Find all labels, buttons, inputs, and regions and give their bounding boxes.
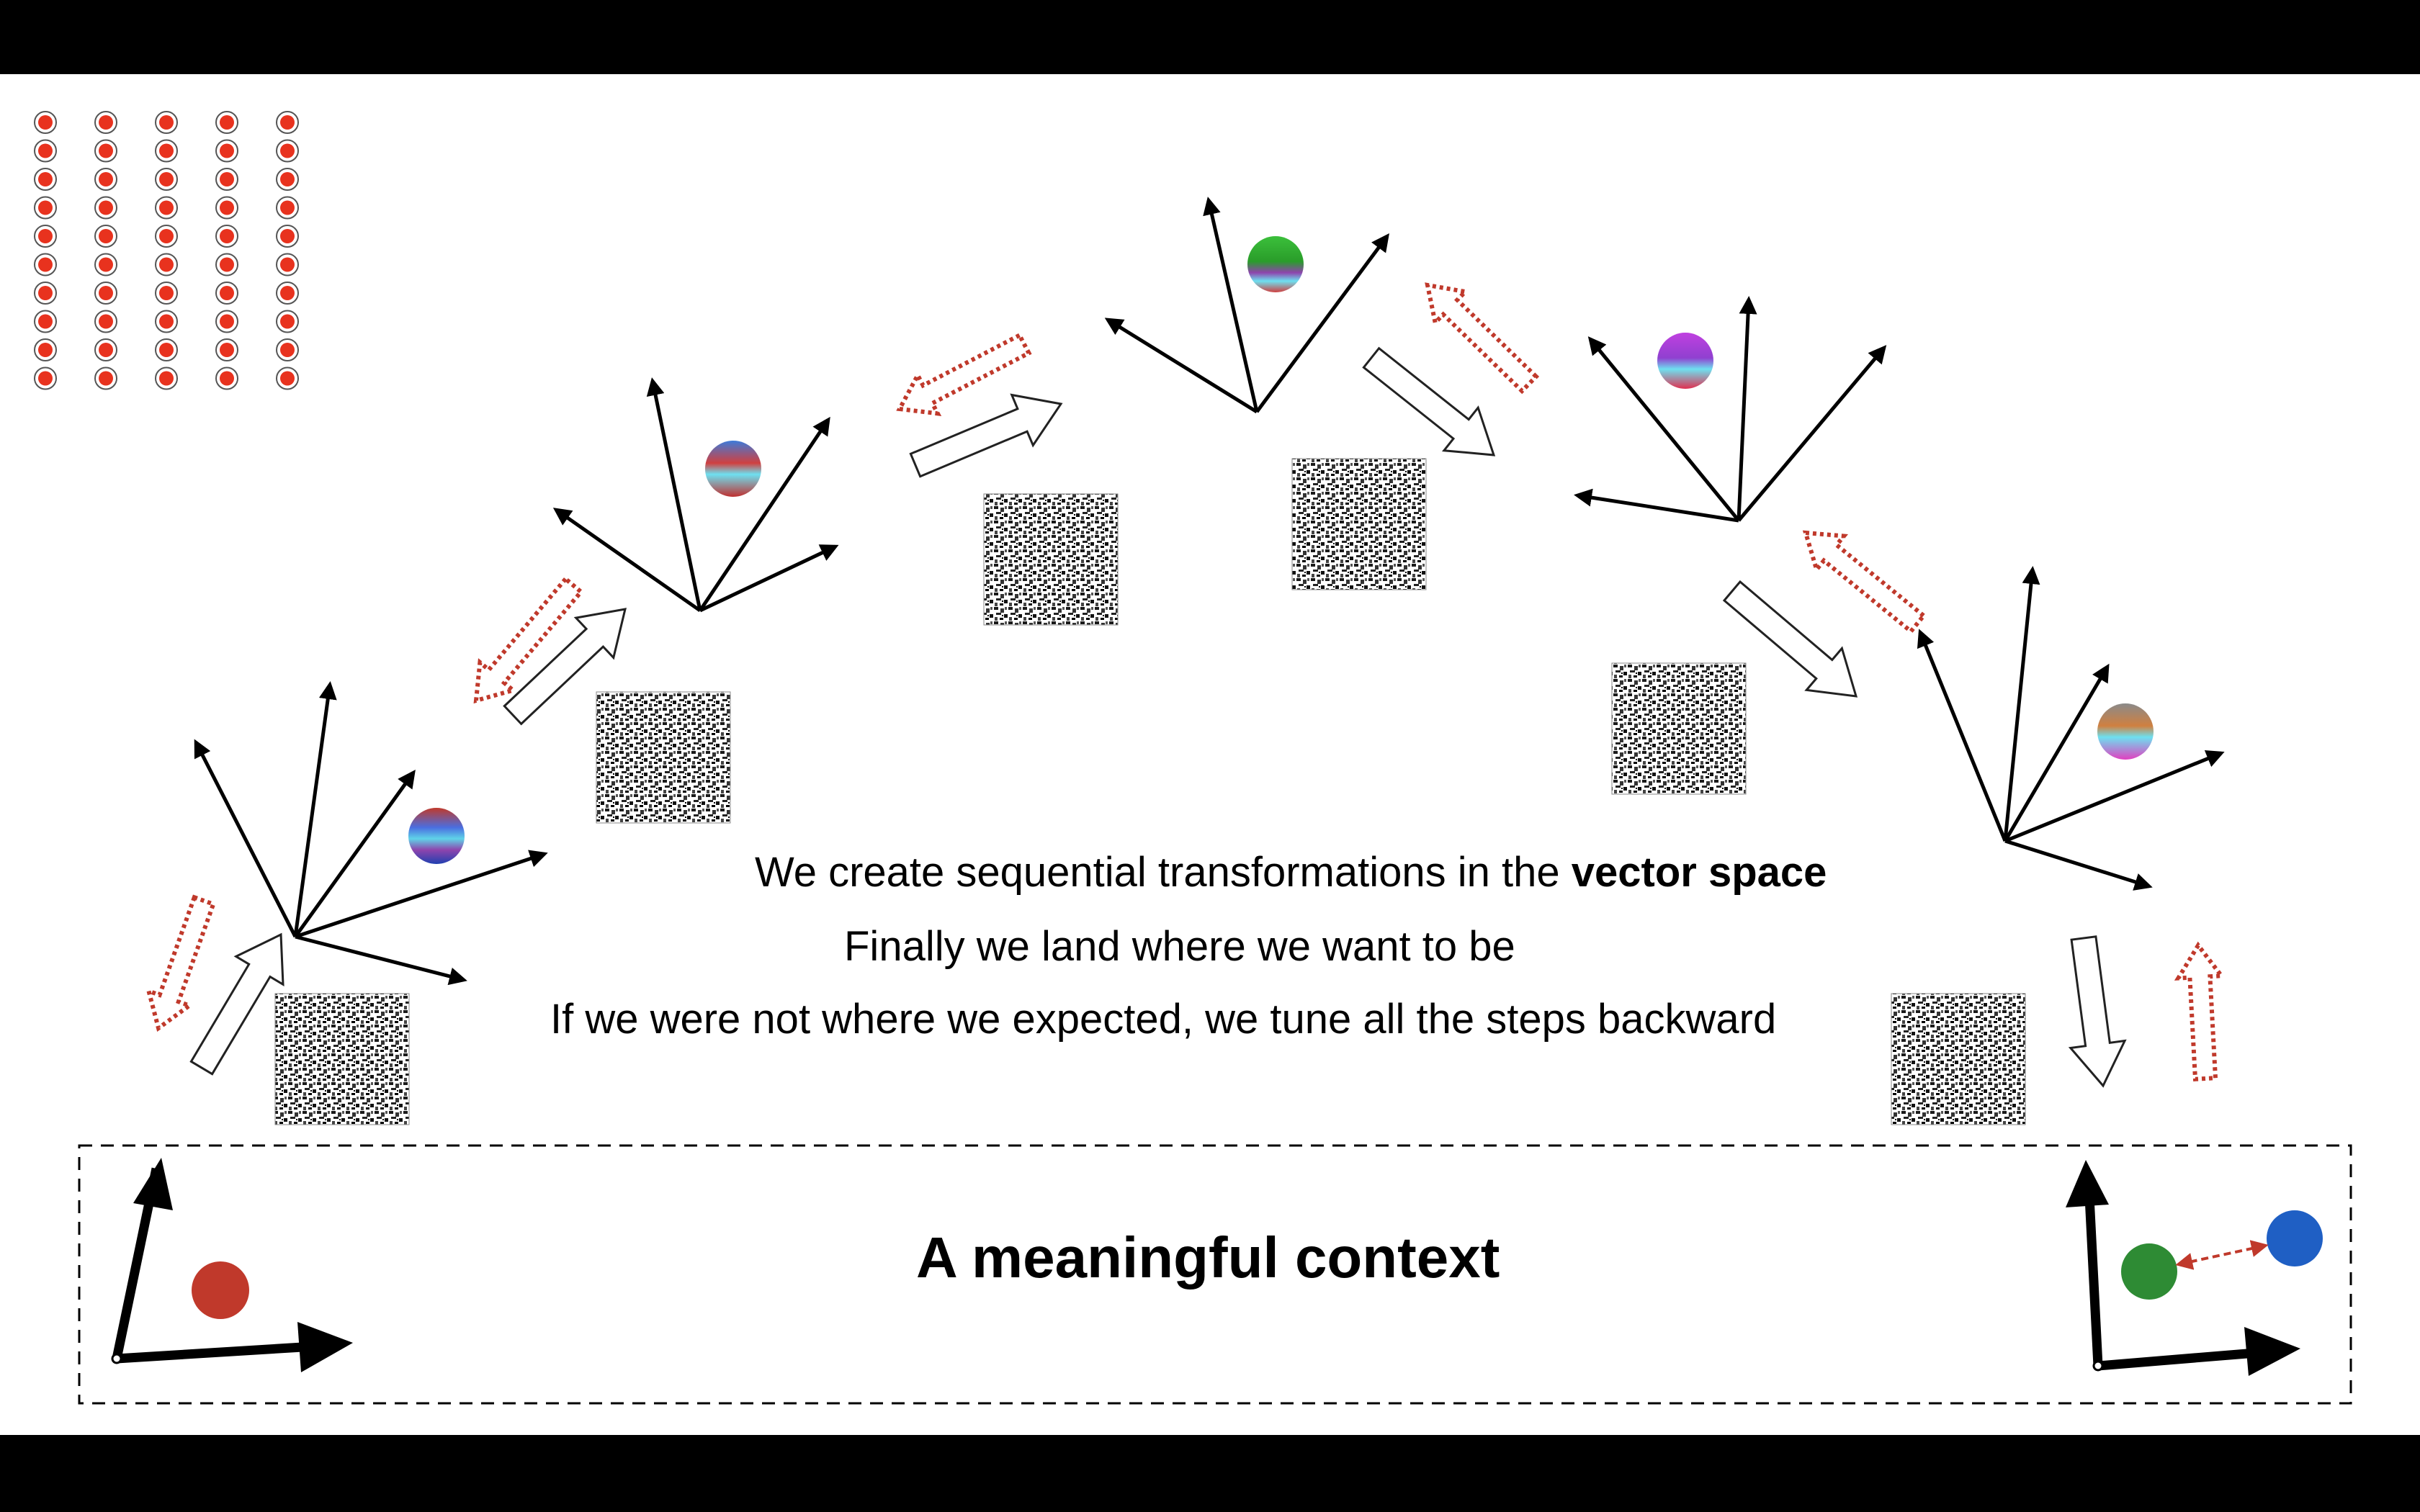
input-neuron [215,196,238,220]
input-neuron [215,366,238,390]
input-neuron [94,366,117,390]
gradient-ball-icon [2097,703,2154,760]
forward-arrow [1362,346,1496,456]
input-neuron [276,111,299,134]
input-neuron [155,225,178,248]
input-neuron [34,310,57,333]
weight-matrix-icon [1291,458,1427,590]
input-neuron [155,366,178,390]
input-neuron [94,139,117,163]
backward-arrow [473,575,584,704]
input-neuron [155,196,178,220]
input-neuron [34,196,57,220]
forward-arrow [1722,580,1858,698]
input-neuron [215,225,238,248]
gradient-ball-icon [1657,333,1713,389]
input-neuron [276,366,299,390]
vector-fan-4 [1574,296,1887,523]
input-neuron [215,338,238,361]
forward-arrow [189,932,284,1076]
distance-arrow [2175,1240,2269,1270]
input-neuron [215,139,238,163]
input-neuron [155,310,178,333]
forward-arrow [2068,935,2127,1088]
backward-arrow [145,894,217,1032]
context-axes-right [2066,1160,2300,1376]
vector-fan-3 [1104,197,1389,414]
backward-arrow [896,332,1032,416]
input-neuron [34,282,57,305]
input-neuron [155,282,178,305]
vector-fan-2 [552,377,839,613]
input-neuron [94,111,117,134]
input-neuron [276,282,299,305]
caption-line-1-bold: vector space [1571,849,1827,896]
context-green-dot [2121,1243,2177,1300]
vector-fan-1 [194,681,548,986]
caption-line-1-text: We create sequential transformations in … [755,849,1572,896]
vector-space-diagram [34,111,2352,1405]
input-neuron [34,366,57,390]
input-neuron [94,282,117,305]
backward-arrow [2174,941,2226,1081]
input-neuron [155,139,178,163]
input-neuron [34,168,57,191]
input-neuron [94,310,117,333]
context-red-dot [192,1261,249,1319]
input-neuron [215,310,238,333]
input-neuron [155,111,178,134]
input-neuron [94,253,117,276]
context-title: A meaningful context [916,1225,1500,1290]
input-neuron [34,111,57,134]
caption-line-3: If we were not where we expected, we tun… [550,996,1777,1043]
input-neuron [155,253,178,276]
caption-line-1: We create sequential transformations in … [755,848,1827,896]
weight-matrix-icon [983,493,1119,626]
input-neuron [215,282,238,305]
caption-line-2: Finally we land where we want to be [844,923,1515,970]
forward-arrow [503,608,627,726]
input-neuron [34,225,57,248]
forward-arrows [189,346,2127,1088]
forward-arrow [909,393,1063,478]
context-box [78,1144,2352,1405]
gradient-ball-icon [408,808,465,864]
slide: We create sequential transformations in … [0,74,2420,1435]
input-neuron-grid-icon [34,111,299,390]
context-axes-left [111,1158,353,1372]
input-neuron [276,168,299,191]
backward-arrow [1425,282,1540,395]
input-neuron [94,338,117,361]
gradient-ball-icon [705,441,761,497]
input-neuron [276,310,299,333]
context-blue-dot [2267,1210,2323,1266]
input-neuron [276,139,299,163]
gradient-ball-icon [1247,236,1304,292]
input-neuron [34,139,57,163]
weight-matrix-icon [274,993,410,1125]
weight-matrix-icon [1611,662,1747,795]
input-neuron [94,225,117,248]
input-neuron [215,168,238,191]
input-neuron [215,111,238,134]
backward-arrow [1802,530,1927,635]
input-neuron [155,338,178,361]
input-neuron [94,168,117,191]
input-neuron [155,168,178,191]
input-neuron [94,196,117,220]
input-neuron [34,338,57,361]
backward-arrows [145,282,2226,1081]
input-neuron [34,253,57,276]
vector-fan-5 [1917,566,2225,891]
weight-matrix-icon [596,691,731,824]
input-neuron [215,253,238,276]
input-neuron [276,338,299,361]
input-neuron [276,225,299,248]
input-neuron [276,253,299,276]
input-neuron [276,196,299,220]
weight-matrix-icon [1891,993,2026,1125]
